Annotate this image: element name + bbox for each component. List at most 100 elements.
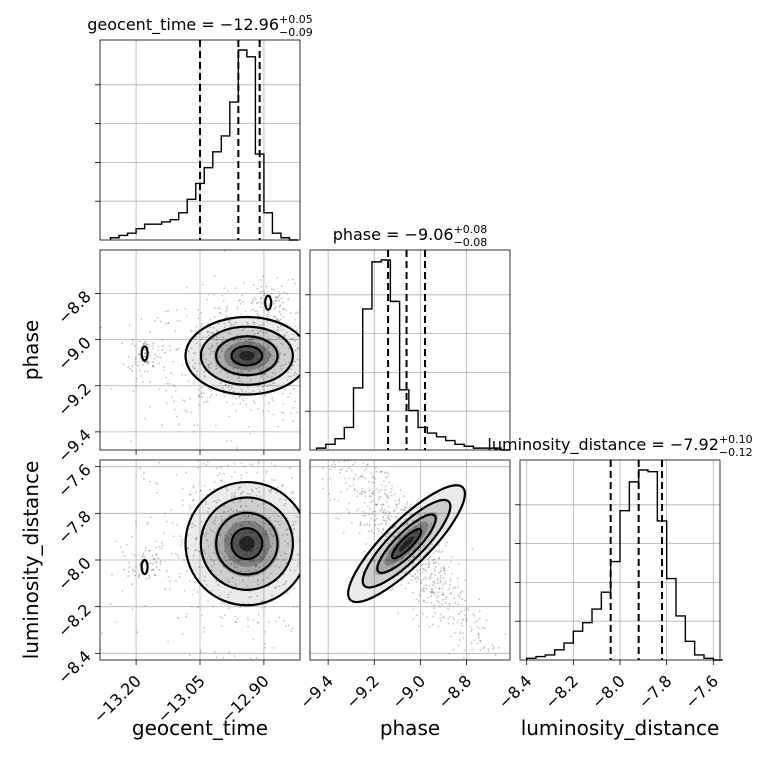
scatter-point — [260, 301, 262, 303]
scatter-point — [459, 596, 461, 599]
scatter-point — [193, 525, 196, 527]
scatter-point — [239, 486, 242, 489]
scatter-point — [141, 554, 144, 557]
scatter-point — [233, 339, 236, 341]
scatter-point — [137, 364, 139, 367]
scatter-point — [226, 603, 229, 606]
scatter-point — [185, 410, 188, 413]
scatter-point — [237, 352, 240, 355]
scatter-point — [273, 288, 276, 291]
scatter-point — [262, 558, 264, 560]
scatter-point — [313, 553, 315, 555]
scatter-point — [283, 388, 286, 391]
scatter-point — [264, 372, 267, 375]
scatter-point — [185, 615, 188, 618]
scatter-point — [397, 512, 400, 515]
scatter-point — [148, 550, 151, 553]
scatter-point — [237, 396, 240, 399]
scatter-point — [171, 552, 173, 555]
scatter-point — [267, 337, 270, 340]
scatter-point — [247, 425, 250, 428]
scatter-point — [141, 363, 144, 366]
scatter-point — [399, 509, 402, 511]
scatter-point — [268, 346, 270, 349]
scatter-point — [210, 565, 213, 568]
scatter-point — [219, 677, 221, 679]
scatter-point — [439, 569, 442, 572]
scatter-point — [284, 539, 287, 542]
scatter-point — [144, 556, 146, 559]
scatter-point — [276, 296, 279, 299]
scatter-point — [231, 576, 234, 579]
scatter-point — [241, 397, 244, 400]
scatter-point — [390, 487, 393, 490]
scatter-point — [416, 532, 419, 535]
scatter-point — [251, 499, 254, 502]
scatter-point — [288, 361, 290, 364]
scatter-point — [371, 510, 374, 513]
scatter-point — [140, 317, 143, 320]
scatter-point — [402, 495, 405, 498]
scatter-point — [146, 360, 149, 363]
scatter-point — [381, 506, 384, 509]
scatter-point — [261, 373, 264, 376]
scatter-point — [264, 502, 267, 505]
scatter-point — [144, 549, 147, 552]
scatter-point — [360, 475, 363, 478]
scatter-point — [255, 457, 257, 459]
scatter-point — [429, 525, 432, 528]
scatter-point — [384, 521, 387, 524]
scatter-point — [259, 369, 261, 372]
scatter-point — [236, 371, 239, 374]
scatter-point — [433, 607, 436, 610]
scatter-point — [439, 581, 442, 584]
scatter-point — [321, 377, 323, 379]
scatter-point — [457, 613, 460, 616]
scatter-point — [414, 525, 417, 528]
scatter-point — [240, 370, 243, 373]
x-tick-label: −9.0 — [388, 671, 429, 712]
scatter-point — [301, 601, 303, 603]
scatter-point — [326, 463, 328, 465]
scatter-point — [164, 428, 166, 430]
scatter-point — [313, 380, 315, 382]
scatter-point — [306, 525, 308, 527]
scatter-point — [443, 593, 445, 596]
scatter-point — [401, 579, 404, 581]
scatter-point — [266, 315, 269, 318]
scatter-point — [151, 554, 154, 557]
scatter-point — [261, 323, 264, 326]
scatter-point — [167, 321, 170, 324]
scatter-point — [257, 504, 260, 507]
scatter-point — [202, 336, 205, 339]
scatter-point — [278, 319, 281, 322]
scatter-point — [301, 573, 303, 575]
scatter-point — [337, 565, 339, 567]
scatter-point — [219, 465, 222, 468]
scatter-point — [211, 344, 213, 347]
scatter-point — [234, 615, 237, 618]
scatter-point — [411, 575, 414, 578]
scatter-point — [214, 424, 217, 427]
scatter-point — [280, 485, 283, 487]
panel-frame-phase — [309, 249, 511, 451]
scatter-point — [341, 467, 344, 470]
scatter-point — [256, 546, 259, 549]
scatter-point — [175, 348, 178, 351]
scatter-point — [438, 587, 441, 590]
scatter-point — [147, 346, 150, 349]
scatter-point — [342, 359, 344, 361]
scatter-point — [260, 606, 263, 609]
scatter-point — [422, 587, 425, 590]
scatter-point — [452, 622, 455, 625]
scatter-point — [222, 336, 225, 339]
scatter-point — [294, 371, 296, 374]
scatter-point — [240, 498, 242, 501]
scatter-point — [283, 558, 286, 561]
scatter-point — [139, 356, 142, 359]
scatter-point — [287, 375, 290, 378]
scatter-point — [256, 564, 258, 567]
scatter-point — [215, 501, 218, 504]
scatter-point — [273, 302, 275, 305]
scatter-point — [268, 419, 270, 421]
